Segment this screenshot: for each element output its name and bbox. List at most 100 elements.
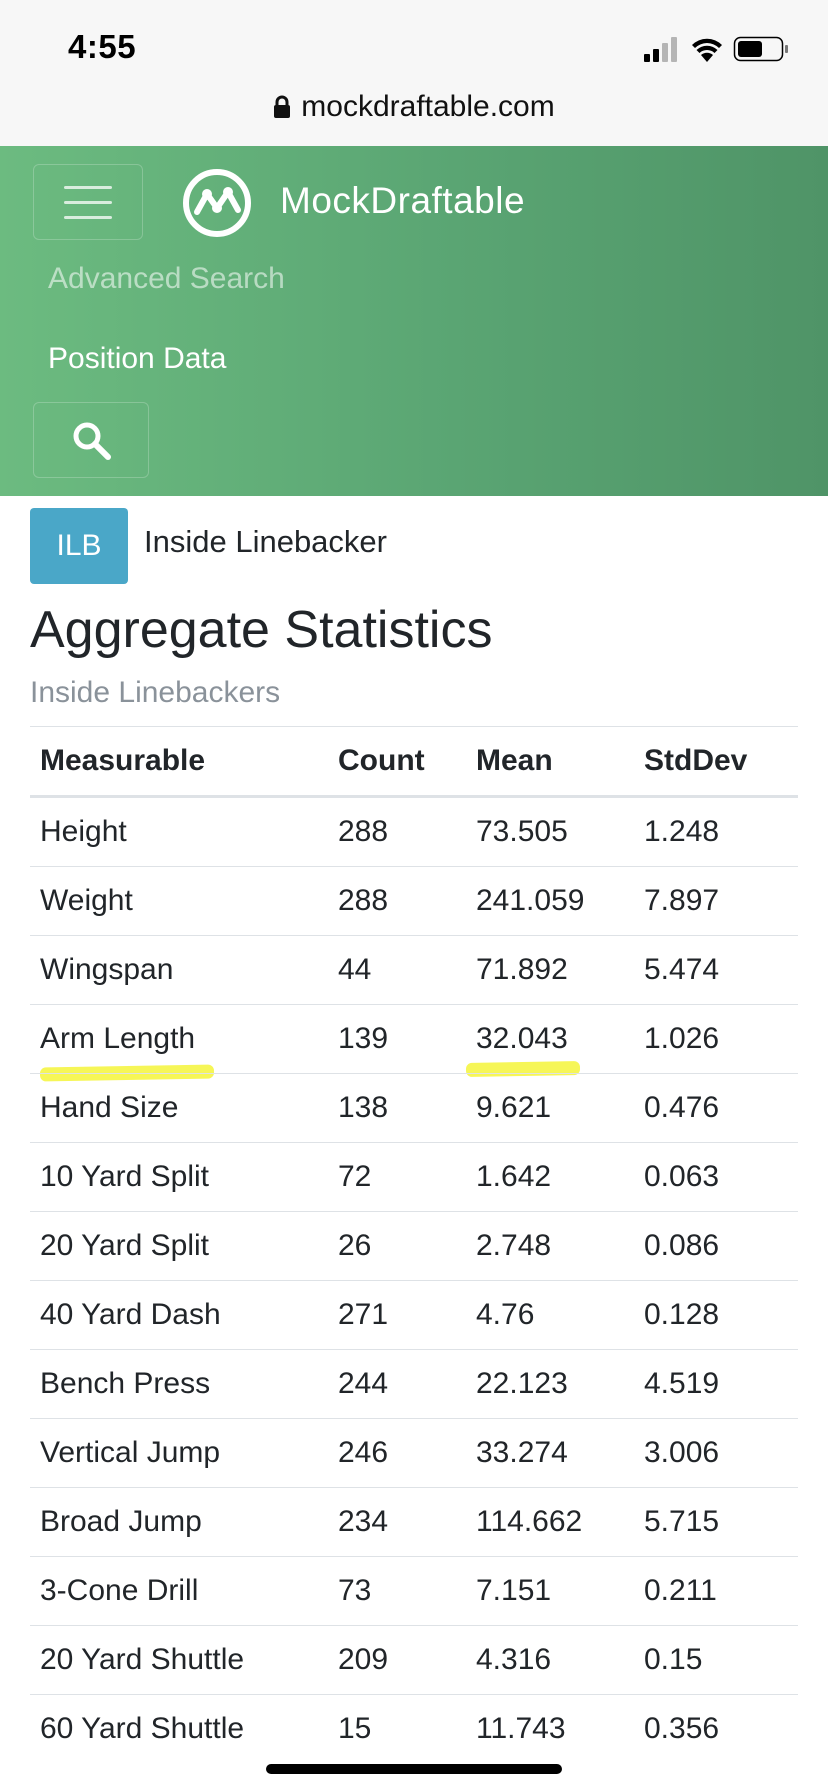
table-row: 20 Yard Split 26 2.748 0.086 [30,1211,798,1281]
cell-mean: 241.059 [466,866,634,936]
cell-measurable: 20 Yard Split [30,1211,328,1281]
stats-table-body: Height 288 73.505 1.248 Weight 288 241.059 7.89… [30,796,798,1763]
table-row: 40 Yard Dash 271 4.76 0.128 [30,1280,798,1350]
cell-mean: 7.151 [466,1556,634,1626]
cell-measurable: 40 Yard Dash [30,1280,328,1350]
cell-measurable: Broad Jump [30,1487,328,1557]
table-row: Weight 288 241.059 7.897 [30,866,798,936]
cell-stddev: 0.086 [634,1211,798,1281]
cell-stddev: 3.006 [634,1418,798,1488]
cell-mean: 4.316 [466,1625,634,1695]
cell-count: 15 [328,1694,466,1763]
cell-count: 244 [328,1349,466,1419]
cell-stddev: 0.476 [634,1073,798,1143]
table-row: Broad Jump 234 114.662 5.715 [30,1487,798,1557]
cell-measurable: Arm Length [30,1004,328,1074]
cell-stddev: 0.128 [634,1280,798,1350]
cell-mean: 71.892 [466,935,634,1005]
cell-count: 234 [328,1487,466,1557]
cell-count: 138 [328,1073,466,1143]
cell-measurable: Hand Size [30,1073,328,1143]
cell-count: 288 [328,796,466,867]
status-icons [644,34,794,64]
cell-measurable: Wingspan [30,935,328,1005]
browser-top-bar: 4:55 [0,0,828,147]
nav-link-position-data[interactable]: Position Data [48,342,227,375]
wifi-icon [692,38,722,62]
table-row: Wingspan 44 71.892 5.474 [30,935,798,1005]
page-title: Aggregate Statistics [30,601,493,659]
cell-count: 44 [328,935,466,1005]
cell-stddev: 7.897 [634,866,798,936]
cell-stddev: 5.474 [634,935,798,1005]
status-time: 4:55 [68,28,137,65]
hamburger-bar [64,186,112,189]
table-header-row: Measurable Count Mean StdDev [30,726,798,798]
cell-count: 26 [328,1211,466,1281]
cell-stddev: 0.15 [634,1625,798,1695]
signal-icon [644,37,677,62]
cell-measurable: Weight [30,866,328,936]
cell-count: 72 [328,1142,466,1212]
search-icon [73,422,111,460]
nav-link-advanced-search[interactable]: Advanced Search [48,262,285,295]
cell-mean: 11.743 [466,1694,634,1763]
cell-stddev: 4.519 [634,1349,798,1419]
stats-table: Measurable Count Mean StdDev Height 288 73… [30,726,798,1763]
cell-count: 73 [328,1556,466,1626]
table-row: Arm Length 139 32.043 1.026 [30,1004,798,1074]
cell-count: 209 [328,1625,466,1695]
brand-name[interactable]: MockDraftable [280,180,526,221]
cell-measurable: 10 Yard Split [30,1142,328,1212]
header-measurable[interactable]: Measurable [30,726,328,798]
hamburger-bar [64,216,112,219]
cell-measurable: 3-Cone Drill [30,1556,328,1626]
cell-mean: 4.76 [466,1280,634,1350]
cell-measurable: Bench Press [30,1349,328,1419]
table-row: 10 Yard Split 72 1.642 0.063 [30,1142,798,1212]
hamburger-bar [64,201,112,204]
cell-stddev: 0.063 [634,1142,798,1212]
status-icons-svg [644,36,788,62]
cell-mean: 73.505 [466,796,634,867]
cell-mean: 1.642 [466,1142,634,1212]
battery-icon [733,36,788,62]
cell-mean: 9.621 [466,1073,634,1143]
table-row: Hand Size 138 9.621 0.476 [30,1073,798,1143]
lock-icon [274,95,291,119]
table-row: Bench Press 244 22.123 4.519 [30,1349,798,1419]
cell-mean: 22.123 [466,1349,634,1419]
page-subtitle: Inside Linebackers [30,676,281,709]
cell-measurable: 60 Yard Shuttle [30,1694,328,1763]
cell-stddev: 0.356 [634,1694,798,1763]
header-mean[interactable]: Mean [466,726,634,798]
cell-measurable: Vertical Jump [30,1418,328,1488]
cell-count: 288 [328,866,466,936]
table-row: Vertical Jump 246 33.274 3.006 [30,1418,798,1488]
url-bar[interactable]: mockdraftable.com [0,84,828,128]
navbar: MockDraftable Advanced Search Position D… [0,146,828,496]
cell-count: 139 [328,1004,466,1074]
url-text: mockdraftable.com [301,90,555,124]
home-indicator[interactable] [266,1764,562,1774]
hamburger-menu-button[interactable] [33,164,143,240]
brand-logo-icon[interactable] [182,168,252,238]
table-row: Height 288 73.505 1.248 [30,796,798,867]
cell-stddev: 5.715 [634,1487,798,1557]
table-row: 60 Yard Shuttle 15 11.743 0.356 [30,1694,798,1763]
cell-stddev: 1.248 [634,796,798,867]
position-name: Inside Linebacker [144,524,387,559]
cell-measurable: 20 Yard Shuttle [30,1625,328,1695]
cell-mean: 33.274 [466,1418,634,1488]
cell-stddev: 1.026 [634,1004,798,1074]
cell-count: 271 [328,1280,466,1350]
cell-measurable: Height [30,796,328,867]
cell-count: 246 [328,1418,466,1488]
header-stddev[interactable]: StdDev [634,726,798,798]
table-row: 20 Yard Shuttle 209 4.316 0.15 [30,1625,798,1695]
position-badge: ILB [30,508,128,584]
table-row: 3-Cone Drill 73 7.151 0.211 [30,1556,798,1626]
search-button[interactable] [33,402,149,478]
header-count[interactable]: Count [328,726,466,798]
cell-stddev: 0.211 [634,1556,798,1626]
